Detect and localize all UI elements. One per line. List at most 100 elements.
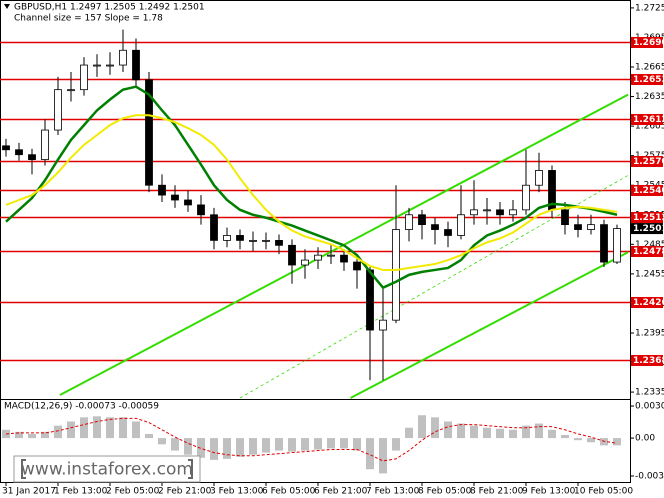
macd-bar [431,417,439,439]
macd-bar [353,438,361,451]
candle-body [132,49,140,81]
candle-body [197,204,205,216]
watermark: www.instaforex.com [13,455,201,483]
candle-body [340,254,348,263]
macd-bar [587,438,595,443]
candle-body [353,261,361,271]
macd-bar [405,427,413,439]
x-tick-label: 3 Feb 13:00 [210,487,264,497]
x-tick-label: 6 Feb 21:00 [314,487,368,497]
macd-bar [392,438,400,451]
candle-body [223,235,231,241]
watermark-text: www.instaforex.com [21,460,193,480]
macd-bar [574,438,582,441]
y-tick-label: 1.2665 [635,63,664,73]
candle-body [392,229,400,321]
level-label: 1.2653 [633,75,664,85]
candle-body [587,224,595,230]
level-label: 1.2540 [633,186,664,196]
candle-body [535,170,543,186]
level-label-box [631,297,663,308]
x-tick-label: 6 Feb 05:00 [262,487,316,497]
x-tick-label: 9 Feb 13:00 [522,487,576,497]
y-tick-label: 1.2395 [635,328,664,338]
macd-bar [470,425,478,439]
x-tick-label: 1 Feb 13:00 [54,487,108,497]
candle-body [574,224,582,230]
candle-body [600,224,608,263]
macd-bar [119,417,127,439]
y-tick-label: 1.2455 [635,269,664,279]
macd-bar [93,416,101,439]
candle-body [288,244,296,266]
macd-bar [184,438,192,455]
macd-bar [67,421,75,439]
level-label: 1.2612 [633,115,664,125]
macd-bar [197,438,205,458]
macd-bar [210,438,218,460]
level-label-box [631,246,663,257]
macd-bar [171,438,179,451]
macd-bar [275,438,283,451]
macd-bar [236,438,244,457]
plot-frame [0,0,631,483]
candle-body [379,319,387,331]
candle-body [54,89,62,131]
candle-body [67,89,75,92]
macd-bar [483,427,491,439]
level-label: 1.2570 [633,157,664,167]
macd-bar [54,425,62,439]
channel-line [350,251,629,399]
x-tick-label: 2 Feb 05:00 [106,487,160,497]
y-tick-label: 1.2725 [635,3,664,13]
level-label-box [631,212,663,223]
candle-body [509,209,517,216]
candle-body [93,64,101,67]
macd-bar [444,421,452,439]
macd-bar [327,438,335,449]
macd-bar [158,438,166,445]
candle-body [483,209,491,212]
macd-bar [80,417,88,439]
x-tick-label: 31 Jan 2017 [2,487,56,497]
candle-body [171,194,179,201]
chart-subtitle: Channel size = 157 Slope = 1.78 [14,14,163,24]
candle-body [522,184,530,211]
y-tick-label: 0.00 [635,434,655,444]
macd-bar [301,438,309,451]
candle-body [145,79,153,186]
candle-body [457,214,465,236]
candle-body [444,229,452,236]
level-label-box [631,114,663,125]
x-tick-label: 10 Feb 05:00 [574,487,633,497]
level-label: 1.2690 [633,38,664,48]
macd-bar [561,434,569,439]
macd-bar [418,415,426,439]
candle-body [41,129,49,161]
last-price-box [631,223,663,235]
last-price: 1.2501 [633,224,664,234]
candle-body [28,154,36,161]
y-tick-label: 1.2605 [635,122,664,132]
y-tick-label: 0.00309 [635,402,664,412]
signal-line [5,417,618,462]
macd-bar [41,431,49,439]
candle-body [470,209,478,216]
macd-title: MACD(12,26,9) -0.00073 -0.00059 [4,402,159,412]
chart-title: GBPUSD,H1 1.2497 1.2505 1.2492 1.2501 [14,3,205,13]
macd-bar [28,433,36,439]
macd-bar [262,438,270,453]
y-tick-label: 1.2485 [635,240,664,250]
macd-bar [145,433,153,439]
macd-bar [548,429,556,439]
macd-bar [340,438,348,449]
level-label-box [631,156,663,167]
level-label-box [631,37,663,48]
level-label: 1.2478 [633,247,664,257]
moving-average [5,114,618,271]
macd-bar [314,438,322,450]
macd-bar [379,438,387,474]
price-pane: 1.27251.26951.26651.26351.26051.25751.25… [0,3,664,497]
macd-bar [457,423,465,439]
